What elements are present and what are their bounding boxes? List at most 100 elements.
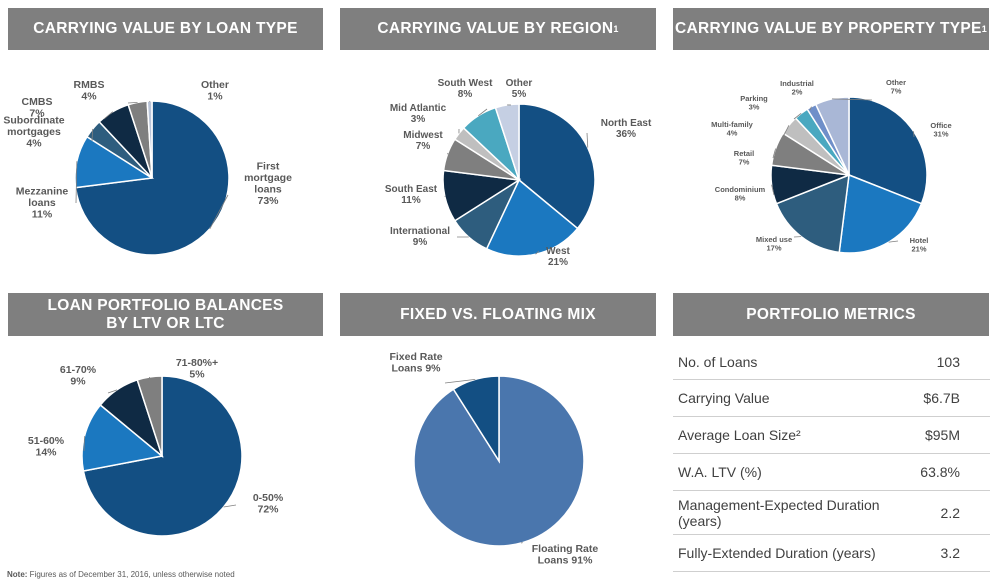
metric-value: 2.2 [940,504,960,521]
leader-line [75,161,78,204]
slice-label: Industrial [780,79,814,88]
footnote: Note: Figures as of December 31, 2016, u… [7,570,235,579]
metric-label: W.A. LTV (%) [678,464,762,480]
slice-label: Mezzanine [16,185,69,197]
slice-percent-label: 4% [81,91,97,103]
slice-label: South West [438,78,493,89]
leader-line [447,152,449,155]
leader-line [107,389,118,394]
slice-label: West [546,246,570,257]
footnote-label: Note: [7,570,28,579]
slice-percent-label: 4% [727,128,738,137]
slice-label: North East [601,118,652,129]
leader-line [478,108,488,117]
slice-label: 71-80%+ [176,357,218,369]
metric-value: $95M [924,427,960,443]
slice-label: loans [28,197,56,209]
header-region: CARRYING VALUE BY REGION 1 [340,8,656,50]
slice-label: 61-70% [60,364,97,376]
slice-label: International [390,226,450,237]
slice-percent-label: 2% [792,87,803,96]
header-region-text: CARRYING VALUE BY REGION [377,20,614,37]
slice-percent-label: 7% [416,141,431,152]
slice-percent-label: 3% [749,102,760,111]
slice-percent-label: 8% [458,89,473,100]
slice-percent-label: 9% [413,237,428,248]
slice-percent-label: 11% [401,195,421,206]
slice-label: Mixed use [756,235,792,244]
slice-label: 51-60% [28,435,65,447]
header-ltv-line2: BY LTV OR LTC [106,314,225,332]
slice-percent-label: 7% [891,86,902,95]
slice-percent-label: 8% [735,193,746,202]
slice-percent-label: 5% [189,369,205,381]
slice-label: CMBS [22,96,53,108]
slice-label: loans [254,184,282,196]
slice-label: Floating Rate [532,543,599,555]
leader-line [586,132,589,148]
slice-label: South East [385,184,438,195]
leader-line [809,106,812,111]
metric-row: No. of Loans 103 [673,344,990,380]
leader-line [223,504,237,508]
slice-percent-label: 31% [933,129,948,138]
slice-label: Loans 91% [538,555,594,567]
header-ltv: LOAN PORTFOLIO BALANCES BY LTV OR LTC [8,293,323,336]
leader-line [444,378,476,384]
metric-label: No. of Loans [678,353,758,370]
header-loan-type-text: CARRYING VALUE BY LOAN TYPE [33,20,298,37]
slice-percent-label: 36% [616,129,636,140]
slice-label: Subordinate [3,114,64,126]
slice-label: Other [201,79,229,91]
metric-label: Management-Expected Duration (years) [678,496,880,529]
leader-line [83,436,85,452]
metric-row: W.A. LTV (%) 63.8% [673,454,990,491]
leader-line [149,376,151,384]
leader-line [771,184,775,196]
pie-slice [838,173,923,254]
slice-label: Office [930,121,951,130]
portfolio-metrics-table: No. of Loans 103 Carrying Value $6.7B Av… [673,344,990,572]
slice-percent-label: 5% [512,89,527,100]
slice-percent-label: 11% [32,208,53,220]
leader-line [772,148,776,159]
pie-slice [452,375,500,464]
header-mix: FIXED VS. FLOATING MIX [340,293,656,336]
metric-value: $6.7B [923,390,960,406]
header-metrics: PORTFOLIO METRICS [673,293,989,336]
leader-line [831,98,873,101]
metric-label: Average Loan Size² [678,427,801,443]
slice-percent-label: 7% [29,108,45,120]
metric-row: Fully-Extended Duration (years) 3.2 [673,535,990,572]
leader-line [535,250,540,255]
metric-value: 3.2 [940,545,960,561]
slice-label: Midwest [403,130,443,141]
header-ltv-line1: LOAN PORTFOLIO BALANCES [47,296,284,314]
metric-label: Carrying Value [678,390,770,406]
slice-percent-label: 7% [739,157,750,166]
header-mix-text: FIXED VS. FLOATING MIX [400,305,596,323]
slice-label: Multi-family [711,120,753,129]
leader-line [783,125,790,136]
slice-label: Parking [740,94,768,103]
metric-value: 63.8% [920,464,960,480]
slice-label: Other [886,78,906,87]
loan-type-pie-chart: Firstmortgageloans73%Mezzanineloans11%Su… [3,79,292,256]
slice-label: Condominium [715,185,766,194]
header-property: CARRYING VALUE BY PROPERTY TYPE 1 [673,8,989,50]
metric-value: 103 [936,353,960,370]
leader-line [209,194,229,230]
slice-percent-label: 4% [26,137,42,149]
slice-label: Other [506,78,533,89]
metric-row: Average Loan Size² $95M [673,417,990,454]
header-property-text: CARRYING VALUE BY PROPERTY TYPE [674,20,982,37]
slice-label: RMBS [74,79,105,91]
leader-line [888,240,899,243]
slice-label: Fixed Rate [389,351,442,363]
pie-slice [494,103,520,181]
slice-percent-label: 73% [257,195,279,207]
slice-label: Hotel [910,236,929,245]
slice-percent-label: 14% [35,447,57,459]
